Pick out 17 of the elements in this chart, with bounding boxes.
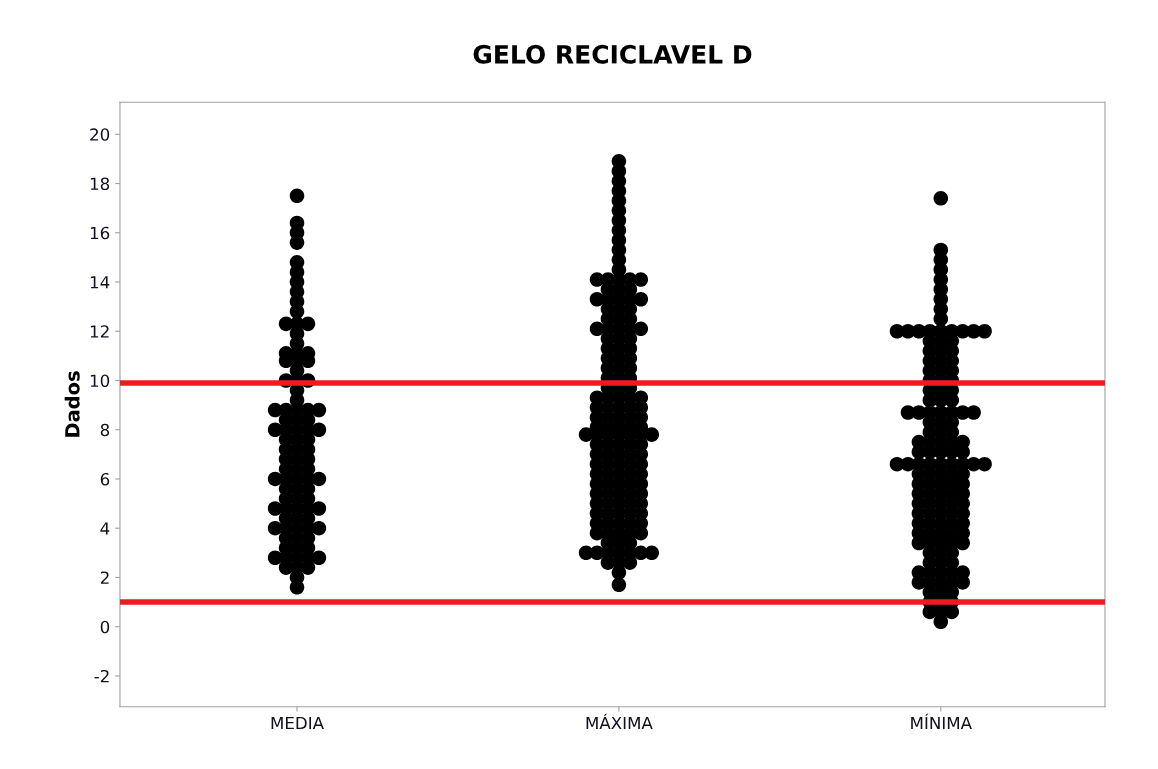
x-tick-label: MÍNIMA: [911, 713, 972, 730]
chart-title: GELO RECICLAVEL D: [473, 44, 752, 64]
y-tick-label: 20: [90, 128, 110, 141]
x-tick-label: MÁXIMA: [586, 713, 653, 730]
y-tick-label: 0: [100, 620, 110, 634]
x-tick-label: MEDIA: [271, 716, 324, 730]
y-tick-label: 10: [90, 374, 110, 388]
y-tick-label: 12: [90, 325, 109, 338]
y-tick-label: 4: [100, 522, 110, 535]
y-tick-label: 16: [90, 226, 110, 240]
y-tick-label: 18: [90, 177, 110, 191]
y-tick-label: 6: [100, 472, 110, 486]
y-tick-label: -2: [94, 669, 109, 683]
y-tick-label: 8: [100, 423, 110, 437]
y-axis-title: Dados: [64, 371, 80, 437]
y-tick-label: 2: [100, 571, 109, 584]
y-tick-label: 14: [90, 276, 110, 289]
